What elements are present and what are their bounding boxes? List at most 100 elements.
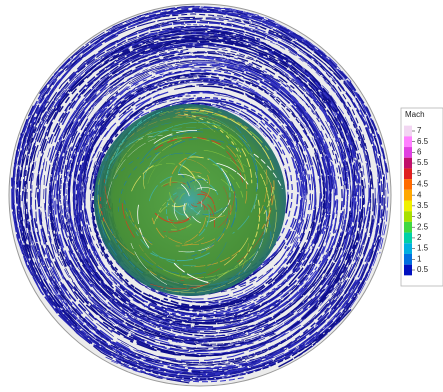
streamline (43, 20, 353, 116)
streamline (206, 305, 336, 368)
core-streamline (104, 179, 111, 210)
streamline (117, 298, 356, 380)
streamline (29, 209, 105, 336)
colorbar-tick-label: 3.5 (417, 201, 429, 210)
core-streamline (202, 204, 229, 215)
streamline (233, 246, 300, 307)
streamline (14, 215, 104, 348)
streamline (333, 129, 374, 310)
core-streamline (196, 187, 217, 192)
colorbar-tick-label: 0.5 (417, 265, 429, 274)
core-streamline (200, 231, 266, 293)
streamline (148, 246, 305, 310)
streamline (231, 11, 338, 66)
streamline (21, 25, 261, 202)
colorbar-tick-label: 6.5 (417, 137, 429, 146)
streamline (48, 37, 195, 161)
streamline (155, 100, 283, 154)
streamline (253, 73, 346, 322)
streamline (203, 57, 313, 133)
streamline (19, 34, 119, 162)
colorbar: 7 6.56 5.5 5 4.54 3.5 32.5 2 1.51 0.5 (404, 125, 429, 276)
streamline (66, 5, 195, 62)
streamline (262, 19, 388, 172)
core-streamline (177, 114, 220, 121)
core-streamline (173, 262, 209, 283)
core-streamline (138, 244, 189, 279)
core-streamline (232, 195, 258, 234)
streamline (185, 83, 284, 115)
streamline (162, 36, 325, 104)
core-streamline (226, 157, 251, 170)
colorbar-swatch (404, 211, 412, 222)
streamline (79, 32, 183, 84)
core-streamline (208, 157, 231, 198)
streamline (44, 88, 113, 333)
streamline (124, 38, 347, 134)
streamline (57, 111, 85, 229)
streamline (121, 43, 245, 66)
core-streamline (96, 195, 135, 256)
streamline (179, 41, 321, 119)
streamline (242, 120, 293, 273)
streamline (168, 282, 346, 374)
core-streamline (130, 243, 168, 285)
core-streamline (180, 184, 190, 197)
streamline (240, 135, 360, 352)
streamline (64, 146, 182, 324)
core-streamline (202, 207, 223, 215)
core-streamline (180, 110, 259, 171)
streamline (155, 299, 280, 322)
streamline (66, 111, 99, 283)
streamline (54, 32, 228, 108)
streamlines (11, 5, 389, 384)
core-streamline (110, 228, 144, 274)
streamline (122, 79, 220, 115)
core-streamline (100, 194, 105, 222)
core-streamline (154, 137, 225, 151)
core-streamline (175, 110, 249, 129)
streamline (174, 232, 345, 335)
core-streamline (130, 108, 211, 137)
streamline (98, 235, 362, 354)
streamline (15, 111, 152, 369)
core-streamline (189, 179, 207, 183)
streamline (83, 74, 206, 257)
streamline (213, 94, 311, 205)
core-streamline (152, 122, 222, 138)
colorbar-swatch (404, 243, 412, 254)
core-streamline (103, 122, 172, 191)
streamline (67, 70, 178, 240)
core-streamline (183, 201, 189, 218)
core-streamline (143, 152, 159, 180)
streamline (69, 59, 267, 203)
streamline (57, 66, 168, 167)
streamline (136, 13, 373, 189)
core-streamline (184, 108, 275, 170)
streamline (99, 250, 378, 376)
core-streamline (177, 244, 214, 253)
streamline (189, 96, 306, 192)
core-streamline (184, 200, 189, 213)
core-streamline (186, 202, 195, 209)
streamline (226, 66, 334, 189)
colorbar-swatch (404, 168, 412, 180)
streamline (153, 102, 289, 203)
streamline (199, 77, 317, 222)
core-streamline (147, 153, 171, 184)
streamline (91, 269, 269, 324)
streamline (76, 220, 248, 333)
streamline (83, 40, 341, 126)
streamline (225, 270, 349, 365)
core-streamline (203, 150, 244, 173)
streamline (51, 272, 359, 370)
streamline (25, 34, 145, 323)
colorbar-swatch (404, 136, 412, 148)
streamline (58, 32, 244, 113)
streamline (68, 65, 194, 260)
core-streamline (226, 145, 248, 204)
streamline (52, 198, 170, 344)
streamline (158, 302, 330, 364)
core-streamline (224, 174, 237, 228)
